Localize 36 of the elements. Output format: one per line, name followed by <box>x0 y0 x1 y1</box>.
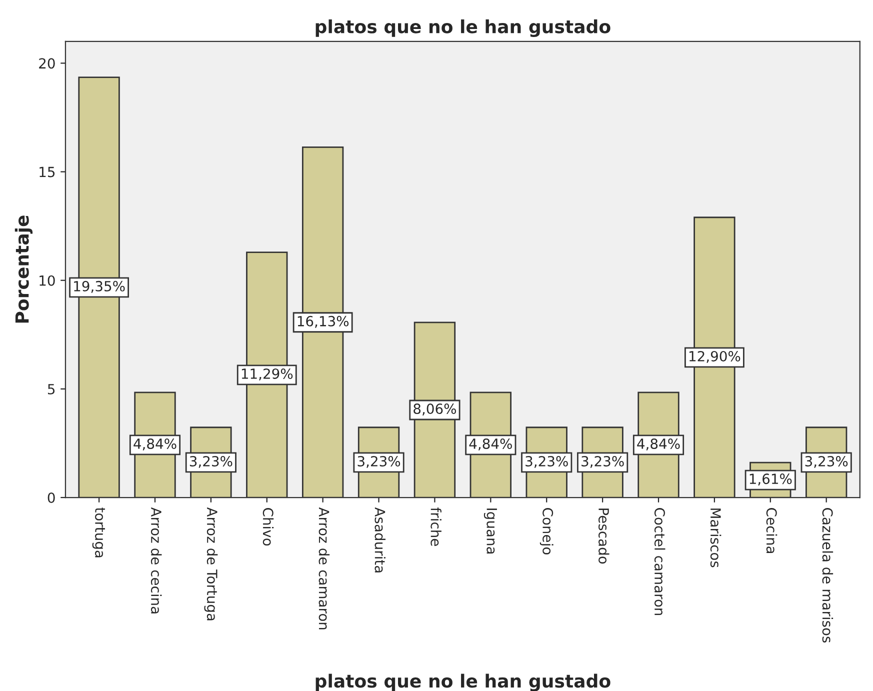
data-label: 11,29% <box>242 368 293 380</box>
x-axis-title: platos que no le han gustado <box>316 674 610 691</box>
x-tick-label: Chivo <box>262 508 274 546</box>
data-label: 4,84% <box>134 438 176 450</box>
y-tick-label: 15 <box>40 166 55 178</box>
chart-title: platos que no le han gustado <box>316 19 610 38</box>
x-tick-label: Arroz de cecina <box>150 507 162 614</box>
x-tick-label: tortuga <box>92 508 105 558</box>
data-label: 3,23% <box>805 456 848 468</box>
x-tick-label: Arroz de camaron <box>318 507 330 630</box>
x-tick-label: Asadurita <box>374 507 386 572</box>
y-tick-label: 20 <box>39 58 55 69</box>
data-label: 12,90% <box>689 350 740 363</box>
x-tick-label: Iguana <box>484 508 497 554</box>
x-tick-label: Cazuela de marisos <box>822 508 834 643</box>
x-tick-label: Mariscos <box>710 508 722 568</box>
y-tick-label: 10 <box>40 275 55 286</box>
data-label: 4,84% <box>637 438 680 450</box>
data-label: 3,23% <box>582 456 624 468</box>
data-label: 3,23% <box>358 456 400 468</box>
data-label: 19,35% <box>74 280 125 293</box>
x-tick-label: Cecina <box>766 508 778 554</box>
data-label: 3,23% <box>526 456 568 468</box>
data-label: 1,61% <box>750 474 792 486</box>
data-label: 8,06% <box>414 404 456 416</box>
x-tick-label: Conejo <box>540 508 554 554</box>
data-label: 3,23% <box>190 456 232 468</box>
y-tick-label: 5 <box>48 384 55 394</box>
x-tick-label: friche <box>430 508 442 546</box>
y-tick-label: 0 <box>48 492 55 503</box>
x-tick-label: Coctel camaron <box>654 508 666 616</box>
data-label: 16,13% <box>298 316 349 328</box>
x-tick-label: Pescado <box>598 508 610 564</box>
data-label: 4,84% <box>469 438 512 450</box>
y-axis-title: Porcentaje <box>14 216 33 323</box>
x-tick-label: Arroz de Tortuga <box>204 507 218 620</box>
